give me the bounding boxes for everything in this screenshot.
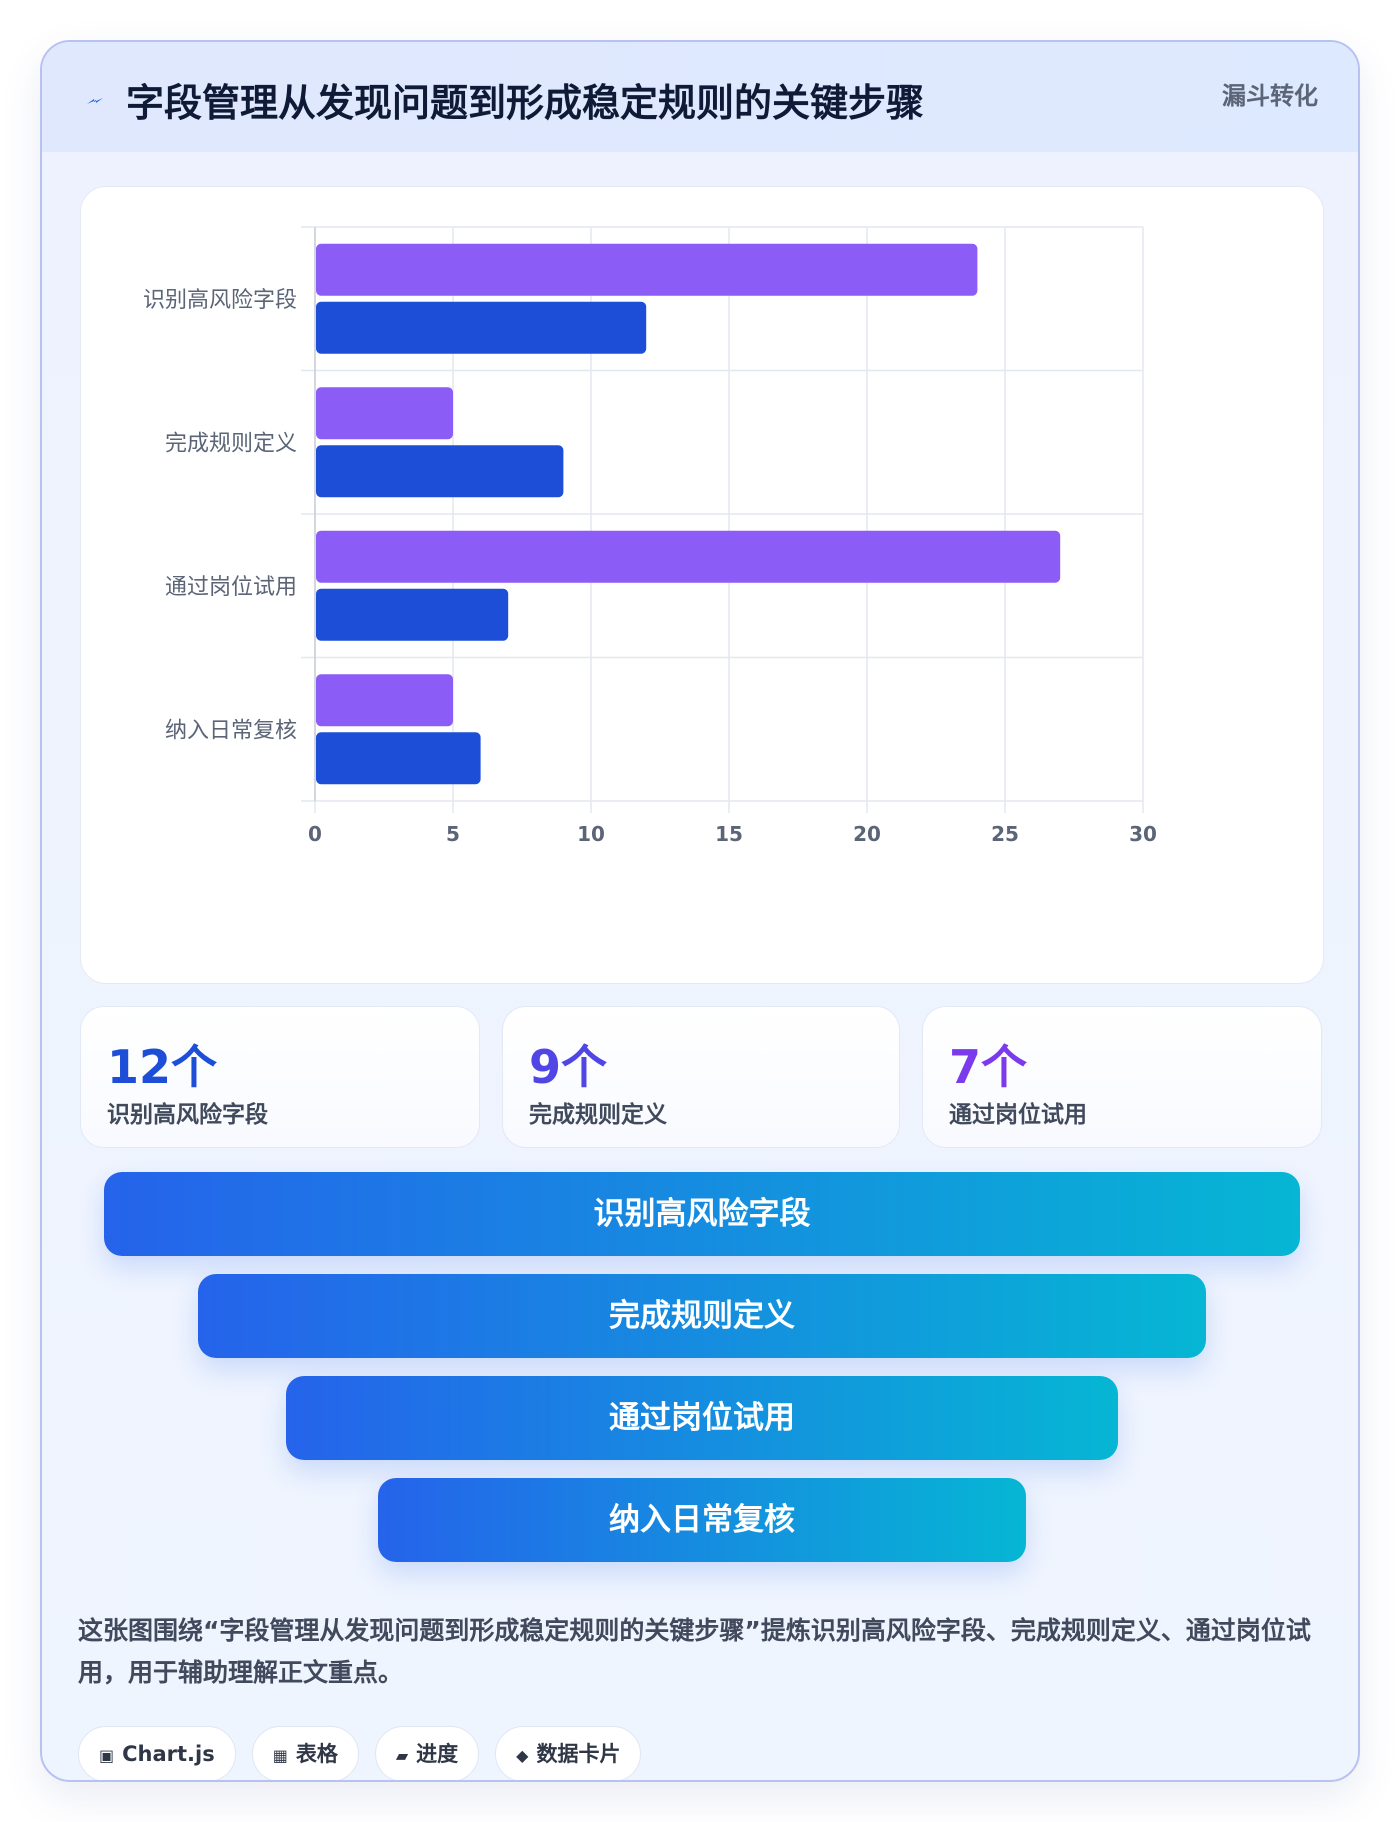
stat-card-3: 7个 通过岗位试用 xyxy=(922,1006,1322,1148)
tag-label: 数据卡片 xyxy=(536,1742,621,1766)
tag-list: ▣ Chart.js ▦ 表格 ▰ 进度 ◆ 数据卡片 xyxy=(78,1726,642,1780)
tag-label: 进度 xyxy=(416,1742,459,1766)
progress-icon: ▰ xyxy=(395,1746,409,1765)
funnel-step-2: 完成规则定义 xyxy=(198,1274,1206,1358)
chart-caption: 这张图围绕“字段管理从发现问题到形成稳定规则的关键步骤”提炼识别高风险字段、完成… xyxy=(78,1616,1311,1687)
tag-chartjs[interactable]: ▣ Chart.js xyxy=(78,1726,236,1780)
x-tick-label: 0 xyxy=(308,822,322,846)
bar xyxy=(316,674,453,727)
page-title: 字段管理从发现问题到形成稳定规则的关键步骤 xyxy=(126,81,925,125)
stat-label-2: 完成规则定义 xyxy=(529,1102,667,1128)
x-tick-label: 5 xyxy=(446,822,460,846)
diamond-icon: ◆ xyxy=(516,1746,529,1765)
bar xyxy=(316,588,509,641)
chart-card: 字段管理从发现问题到形成稳定规则的关键步骤 漏斗转化 0 5 10 15 20 25 30 识… xyxy=(40,40,1360,1782)
stat-label-1: 识别高风险字段 xyxy=(107,1102,268,1128)
category-label: 完成规则定义 xyxy=(165,431,297,456)
funnel-step-1: 识别高风险字段 xyxy=(104,1172,1300,1256)
tag-table[interactable]: ▦ 表格 xyxy=(251,1726,359,1780)
bar xyxy=(316,445,564,498)
category-label: 识别高风险字段 xyxy=(143,288,297,313)
stat-card-2: 9个 完成规则定义 xyxy=(502,1006,900,1148)
tag-label: Chart.js xyxy=(122,1742,215,1766)
funnel-step-3: 通过岗位试用 xyxy=(286,1376,1118,1460)
tag-data-card[interactable]: ◆ 数据卡片 xyxy=(495,1726,642,1780)
x-tick-label: 20 xyxy=(853,822,881,846)
chip-icon: ▣ xyxy=(99,1746,115,1765)
x-tick-label: 15 xyxy=(715,822,743,846)
lightning-icon xyxy=(87,98,103,104)
category-label: 通过岗位试用 xyxy=(165,575,297,600)
bar xyxy=(316,387,453,440)
stat-value-3: 7个 xyxy=(949,1040,1028,1094)
bar xyxy=(316,301,647,354)
category-label: 纳入日常复核 xyxy=(165,718,297,743)
stat-value-1: 12个 xyxy=(107,1040,218,1094)
bar xyxy=(316,530,1061,583)
bar xyxy=(316,732,481,785)
bar xyxy=(316,243,978,296)
stat-value-2: 9个 xyxy=(529,1040,608,1094)
chart-type-badge: 漏斗转化 xyxy=(1222,82,1318,110)
tag-label: 表格 xyxy=(295,1742,338,1766)
x-tick-label: 25 xyxy=(991,822,1019,846)
funnel-step-4: 纳入日常复核 xyxy=(378,1478,1026,1562)
card-header: 字段管理从发现问题到形成稳定规则的关键步骤 漏斗转化 xyxy=(42,42,1358,152)
stat-card-1: 12个 识别高风险字段 xyxy=(80,1006,480,1148)
x-tick-label: 10 xyxy=(577,822,605,846)
tag-progress[interactable]: ▰ 进度 xyxy=(374,1726,480,1780)
bar-chart-panel: 0 5 10 15 20 25 30 识别高风险字段完成规则定义 通过岗位试用 纳入日常复核 xyxy=(80,186,1324,984)
table-icon: ▦ xyxy=(272,1746,288,1765)
stat-label-3: 通过岗位试用 xyxy=(949,1102,1087,1128)
x-tick-label: 30 xyxy=(1129,822,1157,846)
